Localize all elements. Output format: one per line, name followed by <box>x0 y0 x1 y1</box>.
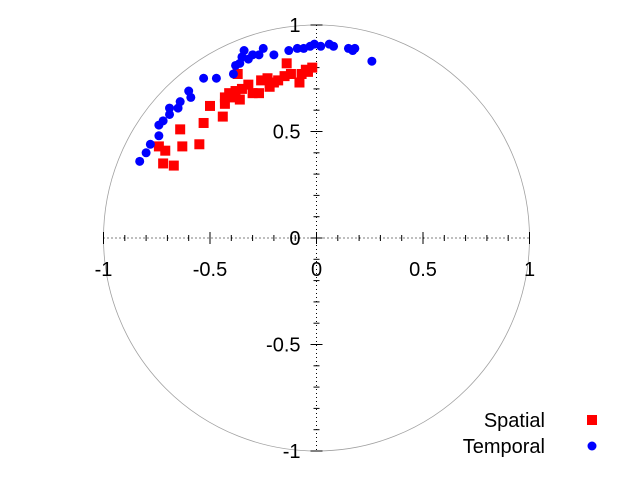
data-point <box>228 92 239 103</box>
data-point <box>292 43 302 53</box>
data-point <box>141 148 151 158</box>
x-tick-label: 1 <box>524 259 535 281</box>
data-point <box>135 156 145 166</box>
legend-item-spatial: Spatial <box>484 410 597 432</box>
data-point <box>269 50 279 60</box>
series-temporal <box>135 39 377 166</box>
data-point <box>329 41 339 51</box>
data-point <box>247 88 258 99</box>
x-tick-label: -1 <box>95 259 113 281</box>
tick-labels: -1 -0.5 0 0.5 1 -1 -0.5 0 0.5 1 <box>95 15 535 463</box>
data-point <box>177 141 188 152</box>
x-tick-label: -0.5 <box>193 259 227 281</box>
legend-item-temporal: Temporal <box>463 436 597 458</box>
data-point <box>281 58 292 69</box>
data-point <box>217 111 228 122</box>
data-point <box>158 158 169 169</box>
data-point <box>262 73 273 84</box>
data-point <box>205 100 215 111</box>
data-point <box>153 141 164 152</box>
legend-label: Temporal <box>463 436 545 458</box>
data-point <box>175 97 185 107</box>
data-point <box>175 124 186 135</box>
data-point <box>279 71 290 82</box>
y-tick-label: 0.5 <box>273 122 301 144</box>
data-point <box>211 73 221 83</box>
x-tick-label: 0.5 <box>409 259 437 281</box>
data-point <box>186 92 196 102</box>
data-point <box>168 160 179 171</box>
data-point <box>367 56 377 66</box>
data-point <box>165 109 175 119</box>
data-point <box>239 46 249 56</box>
data-point <box>256 75 267 86</box>
data-point <box>284 46 294 56</box>
data-point <box>285 68 296 79</box>
legend: Spatial Temporal <box>463 410 597 458</box>
data-point <box>254 50 264 60</box>
legend-marker <box>587 415 597 425</box>
data-point <box>248 50 258 60</box>
data-point <box>258 43 268 53</box>
data-point <box>230 86 241 97</box>
data-point <box>234 94 245 105</box>
y-tick-label: 0 <box>289 228 300 250</box>
x-tick-label: 0 <box>311 259 322 281</box>
legend-marker <box>587 441 597 451</box>
data-point <box>160 145 171 156</box>
data-point <box>219 98 230 109</box>
data-point <box>307 62 318 73</box>
y-tick-label: 1 <box>289 15 300 37</box>
data-point <box>294 77 305 88</box>
data-point <box>198 117 209 128</box>
data-point <box>145 139 155 149</box>
data-point <box>194 139 205 150</box>
data-point <box>236 83 247 94</box>
series-spatial <box>153 58 318 171</box>
data-point <box>316 41 326 51</box>
legend-label: Spatial <box>484 410 545 432</box>
axis-ticks <box>103 24 530 452</box>
data-point <box>273 75 284 86</box>
data-point <box>154 131 164 141</box>
data-point <box>199 73 209 83</box>
data-point <box>243 79 254 90</box>
data-point <box>350 43 360 53</box>
data-point <box>253 88 264 99</box>
y-tick-label: -1 <box>283 441 301 463</box>
data-point <box>158 116 168 126</box>
data-point <box>165 103 175 113</box>
data-point <box>228 69 238 79</box>
y-tick-label: -0.5 <box>266 335 300 357</box>
data-points <box>135 39 377 171</box>
